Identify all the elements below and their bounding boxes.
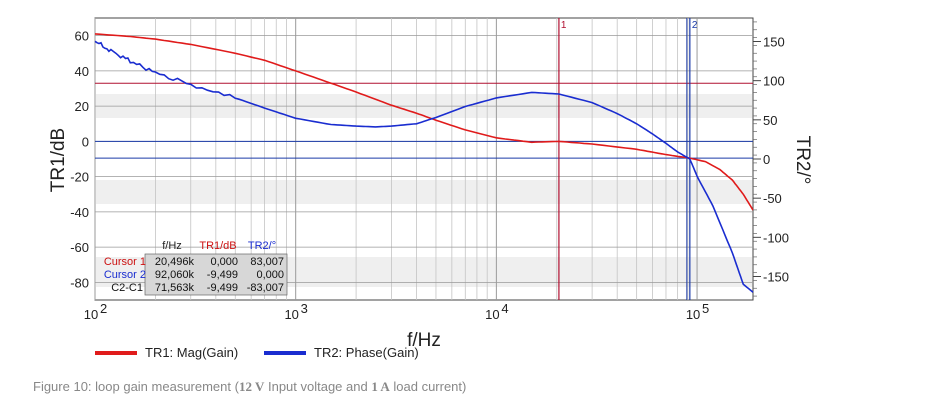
y-right-tick-label: 0 — [763, 152, 770, 167]
y-right-tick-label: 100 — [763, 74, 785, 89]
cursor-row-2-tr1: -9,499 — [207, 269, 238, 281]
caption-voltage: 12 V — [238, 379, 265, 394]
y-left-tick-label: -40 — [70, 205, 89, 220]
legend: TR1: Mag(Gain) TR2: Phase(Gain) — [95, 345, 419, 360]
x-tick-exponent-3: 3 — [301, 301, 308, 316]
cursor-1-label: 1 — [561, 20, 567, 31]
cursor-row-2-f: 92,060k — [155, 269, 195, 281]
y-right-axis-label: TR2/° — [792, 136, 813, 185]
y-right-tick-label: 150 — [763, 35, 785, 50]
x-tick-label-2: 10 — [84, 307, 98, 322]
cursor-row-3-tr1: -9,499 — [207, 282, 238, 294]
caption-prefix: Figure 10: loop gain measurement ( — [33, 379, 239, 394]
cursor-row-3-tr2: -83,007 — [247, 282, 284, 294]
x-tick-label-4: 10 — [485, 307, 499, 322]
cursor-table-header-tr1: TR1/dB — [199, 240, 236, 252]
y-right-tick-label: -100 — [763, 230, 789, 245]
y-left-tick-labels: 60 40 20 0 -20 -40 -60 -80 — [70, 29, 89, 291]
series-group — [94, 33, 754, 293]
plot-frame — [94, 17, 754, 301]
series-tr1-line — [94, 33, 754, 211]
cursor-table-header-f: f/Hz — [162, 240, 182, 252]
cursor-row-1-tr1: 0,000 — [210, 256, 238, 268]
y-left-tick-label: -80 — [70, 275, 89, 290]
figure-caption: Figure 10: loop gain measurement (12 V I… — [33, 379, 466, 395]
caption-suffix: load current) — [389, 379, 467, 394]
caption-current: 1 A — [371, 379, 390, 394]
cursor-row-3-f: 71,563k — [155, 282, 195, 294]
cursor-row-1-f: 20,496k — [155, 256, 195, 268]
x-tick-label-5: 10 — [686, 307, 700, 322]
cursor-2-label: 2 — [692, 20, 698, 31]
cursor-row-3-name: C2-C1 — [111, 282, 143, 294]
x-tick-label-3: 10 — [284, 307, 298, 322]
x-tick-exponent-4: 4 — [501, 301, 508, 316]
y-right-tick-label: -50 — [763, 191, 782, 206]
x-axis-label: f/Hz — [407, 330, 441, 351]
reference-lines — [95, 82, 753, 159]
y-left-tick-label: -60 — [70, 240, 89, 255]
y-left-tick-label: 40 — [75, 64, 89, 79]
cursor-table: f/Hz TR1/dB TR2/° Cursor 1 20,496k 0,000… — [104, 240, 288, 296]
cursor-row-1-name: Cursor 1 — [104, 256, 146, 268]
series-tr2-line — [94, 40, 754, 293]
x-tick-labels: 10 2 10 3 10 4 10 5 — [84, 301, 710, 322]
y-left-tick-label: 60 — [75, 29, 89, 44]
y-right-tick-labels: 150 100 50 0 -50 -100 -150 — [753, 21, 789, 297]
y-left-tick-label: -20 — [70, 170, 89, 185]
highlight-band-middle — [96, 180, 752, 204]
y-left-tick-label: 0 — [82, 134, 89, 149]
cursor-row-2-tr2: 0,000 — [256, 269, 284, 281]
x-tick-exponent-2: 2 — [100, 301, 107, 316]
cursor-row-2-name: Cursor 2 — [104, 269, 146, 281]
cursor-table-box — [144, 253, 288, 296]
cursor-row-1-tr2: 83,007 — [250, 256, 284, 268]
legend-label-tr1: TR1: Mag(Gain) — [145, 345, 238, 360]
caption-mid: Input voltage and — [264, 379, 372, 394]
y-right-tick-label: -150 — [763, 270, 789, 285]
y-right-tick-label: 50 — [763, 113, 777, 128]
legend-label-tr2: TR2: Phase(Gain) — [314, 345, 419, 360]
x-tick-exponent-5: 5 — [702, 301, 709, 316]
y-left-tick-label: 20 — [75, 99, 89, 114]
cursor-table-header-tr2: TR2/° — [248, 240, 276, 252]
y-left-axis-label: TR1/dB — [48, 128, 69, 192]
